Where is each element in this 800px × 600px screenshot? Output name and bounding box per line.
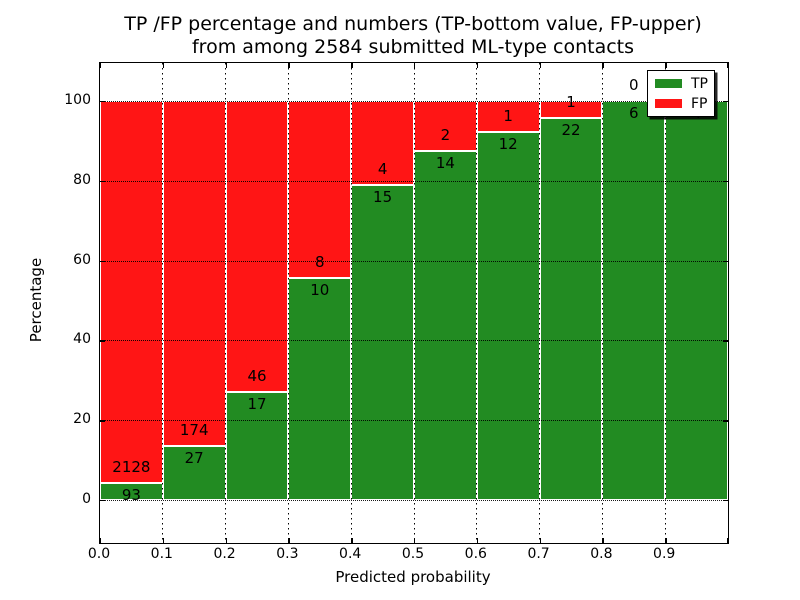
bar-segment-tp [162, 446, 226, 500]
tick-mark [288, 63, 290, 68]
fp-swatch-icon [655, 99, 682, 108]
tick-mark [162, 63, 165, 68]
x-tick-label: 0.4 [339, 546, 362, 562]
bar-segment-fp [225, 101, 289, 393]
tp-swatch-icon [655, 79, 682, 88]
tick-mark [476, 538, 479, 543]
bar-segment-tp [665, 101, 728, 500]
tick-mark [723, 500, 728, 502]
tick-mark [727, 538, 729, 543]
bar-segment-fp [539, 101, 603, 119]
bar-segment-fp [162, 101, 226, 447]
x-tick-label: 0.7 [527, 546, 550, 562]
plot-area: TP FP 2128931742746178104152141121220604 [99, 62, 729, 544]
chart-title-line1: TP /FP percentage and numbers (TP-bottom… [124, 13, 702, 35]
bar-segment-fp [414, 101, 477, 151]
x-tick-label: 0.1 [150, 546, 173, 562]
legend-item-tp: TP [648, 74, 714, 94]
bar-segment-tp [351, 185, 414, 500]
bar-segment-fp [100, 101, 163, 484]
tick-mark [727, 63, 729, 68]
bar-segment-fp [288, 101, 352, 279]
legend-label-tp: TP [691, 75, 708, 92]
x-tick-label: 0.6 [464, 546, 487, 562]
y-tick-label: 100 [64, 92, 91, 108]
y-tick-label: 20 [73, 411, 91, 428]
y-tick-label: 60 [73, 251, 91, 268]
y-tick-label: 80 [73, 171, 91, 188]
x-tick-label: 0.8 [590, 546, 613, 562]
legend-label-fp: FP [691, 95, 708, 112]
x-tick-label: 0.0 [87, 546, 111, 562]
tick-mark [539, 538, 541, 543]
legend: TP FP [647, 70, 715, 117]
bar-segment-tp [414, 150, 477, 500]
legend-item-fp: FP [648, 94, 714, 114]
tick-mark [100, 63, 102, 68]
tick-mark [476, 63, 479, 68]
bar-segment-tp [602, 101, 666, 500]
tick-mark [414, 538, 416, 543]
tick-mark [162, 538, 165, 543]
tick-mark [100, 500, 105, 502]
y-tick-label: 40 [73, 331, 91, 348]
grid-line-horizontal [100, 500, 728, 501]
bar-segment-tp [476, 131, 540, 500]
tick-mark [602, 538, 604, 543]
tick-mark [665, 63, 667, 68]
tick-mark [414, 63, 416, 68]
bar-segment-fp [476, 101, 540, 132]
tick-mark [665, 538, 667, 543]
bar-segment-fp [351, 101, 414, 185]
bar-segment-tp [225, 392, 289, 500]
y-tick-label: 0 [82, 491, 91, 507]
tick-mark [225, 538, 227, 543]
x-tick-label: 0.2 [213, 546, 236, 562]
bar-segment-tp [100, 483, 163, 500]
x-axis-label: Predicted probability [335, 568, 491, 586]
x-tick-label: 0.9 [653, 546, 676, 562]
tick-mark [225, 63, 227, 68]
chart-title: TP /FP percentage and numbers (TP-bottom… [99, 13, 727, 59]
chart-title-line2: from among 2584 submitted ML-type contac… [191, 36, 635, 58]
tick-mark [539, 63, 541, 68]
tick-mark [288, 538, 290, 543]
bar-segment-tp [288, 278, 352, 500]
bar-segment-tp [539, 118, 603, 500]
tick-mark [602, 63, 604, 68]
x-tick-label: 0.5 [401, 546, 425, 562]
tick-mark [351, 63, 353, 68]
tick-mark [100, 538, 102, 543]
tick-mark [351, 538, 353, 543]
x-tick-label: 0.3 [276, 546, 299, 562]
